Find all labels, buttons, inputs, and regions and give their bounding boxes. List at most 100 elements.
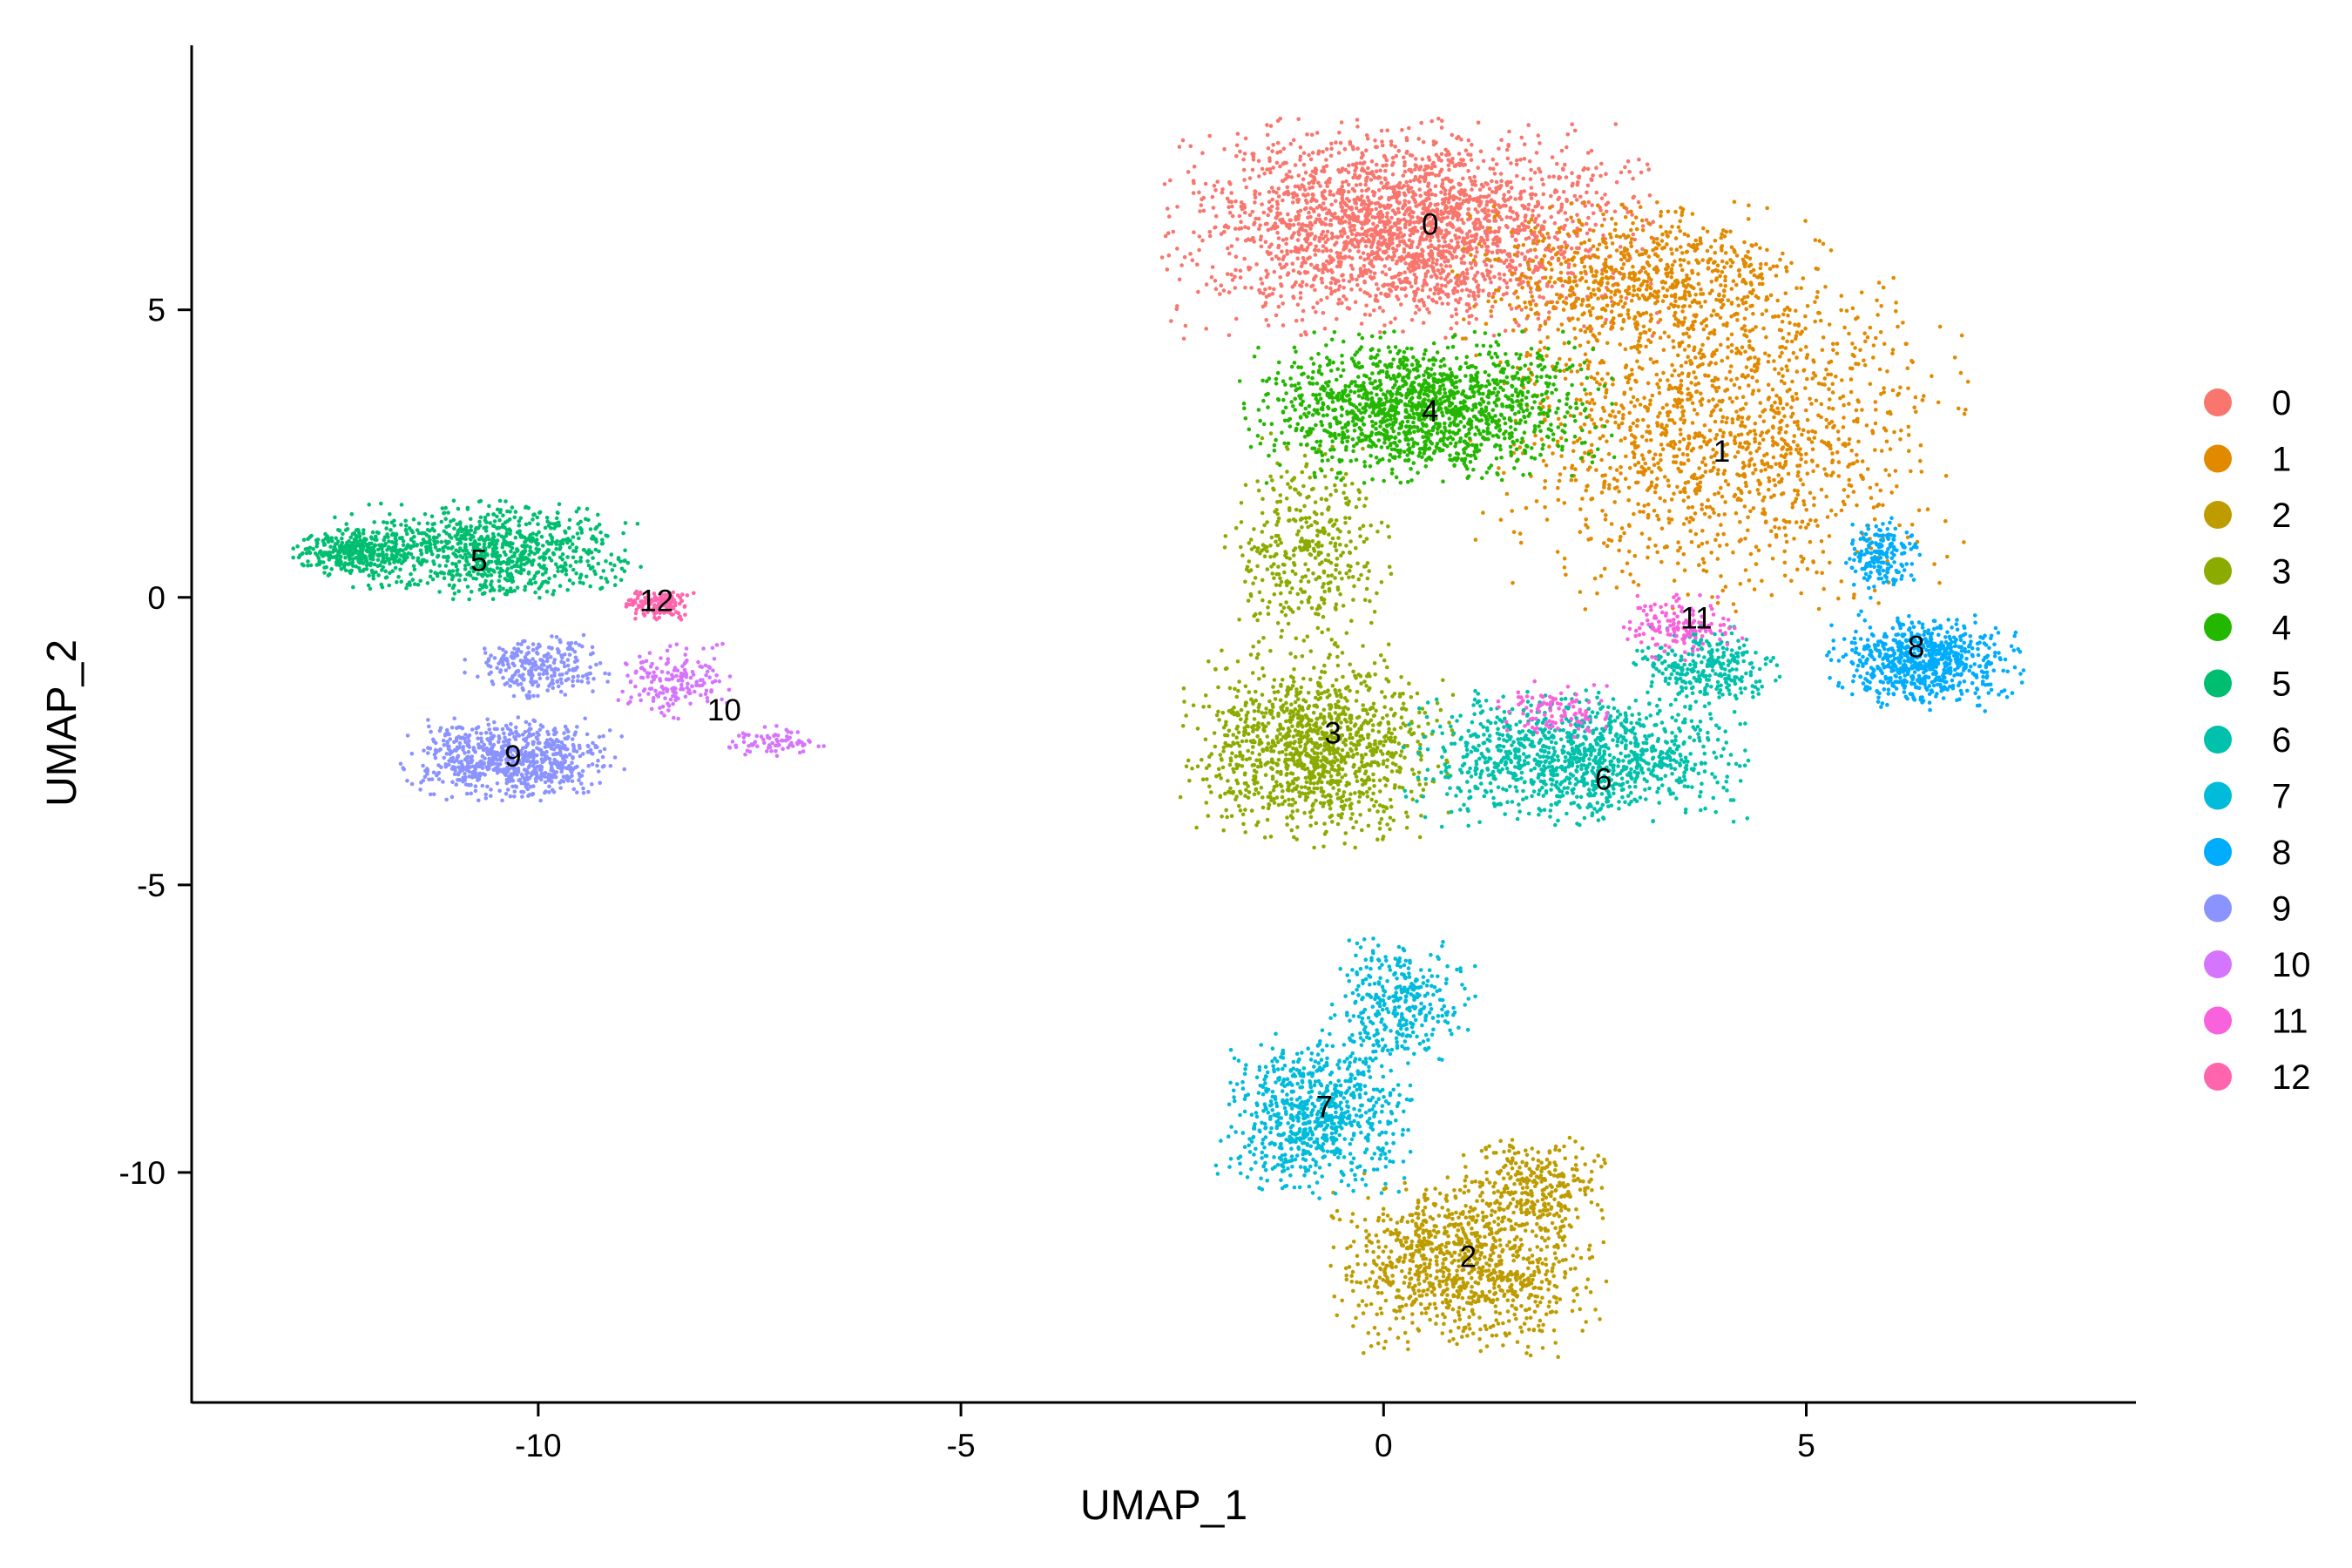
point-cluster-1 <box>1592 402 1597 406</box>
point-cluster-1 <box>1645 260 1650 265</box>
point-cluster-0 <box>1247 176 1253 180</box>
point-cluster-1 <box>1780 447 1784 451</box>
point-cluster-0 <box>1249 286 1254 290</box>
point-cluster-1 <box>1885 410 1890 416</box>
point-cluster-0 <box>1321 194 1326 199</box>
point-cluster-1 <box>1793 322 1797 328</box>
point-cluster-0 <box>1222 146 1227 152</box>
point-cluster-1 <box>1605 280 1610 286</box>
point-cluster-0 <box>1338 140 1343 145</box>
point-cluster-2 <box>1496 1216 1501 1220</box>
point-cluster-1 <box>1633 480 1639 485</box>
point-cluster-0 <box>1169 319 1173 323</box>
point-cluster-0 <box>1256 159 1261 164</box>
point-cluster-0 <box>1465 235 1470 240</box>
point-cluster-1 <box>1782 414 1787 419</box>
point-cluster-0 <box>1533 193 1538 197</box>
point-cluster-1 <box>1680 340 1685 345</box>
point-cluster-1 <box>1790 505 1795 510</box>
point-cluster-0 <box>1425 307 1429 312</box>
point-cluster-1 <box>1583 352 1588 357</box>
point-cluster-0 <box>1276 256 1281 261</box>
point-cluster-2 <box>1355 1280 1359 1285</box>
point-cluster-1 <box>1757 480 1762 485</box>
point-cluster-0 <box>1276 194 1281 199</box>
point-cluster-1 <box>1668 230 1673 234</box>
point-cluster-0 <box>1308 157 1314 162</box>
point-cluster-0 <box>1398 280 1403 285</box>
point-cluster-2 <box>1496 1321 1501 1326</box>
point-cluster-0 <box>1439 184 1444 188</box>
point-cluster-1 <box>1742 240 1747 245</box>
point-cluster-1 <box>1854 316 1858 321</box>
point-cluster-1 <box>1562 501 1567 505</box>
point-cluster-0 <box>1564 175 1569 179</box>
point-cluster-0 <box>1300 280 1305 285</box>
point-cluster-0 <box>1378 168 1382 173</box>
point-cluster-0 <box>1362 220 1366 226</box>
point-cluster-1 <box>1600 473 1605 478</box>
point-cluster-0 <box>1402 159 1407 165</box>
point-cluster-1 <box>1626 485 1632 490</box>
point-cluster-0 <box>1227 205 1231 210</box>
point-cluster-1 <box>1642 330 1646 335</box>
point-cluster-1 <box>1716 385 1721 390</box>
point-cluster-1 <box>1630 368 1634 372</box>
point-cluster-0 <box>1504 147 1510 152</box>
point-cluster-1 <box>1673 209 1678 214</box>
point-cluster-0 <box>1585 190 1589 195</box>
point-cluster-1 <box>1848 377 1854 382</box>
point-cluster-2 <box>1433 1306 1438 1310</box>
point-cluster-0 <box>1275 118 1281 123</box>
point-cluster-1 <box>1798 477 1803 482</box>
point-cluster-1 <box>1757 441 1762 446</box>
point-cluster-2 <box>1377 1275 1382 1280</box>
point-cluster-0 <box>1343 167 1348 172</box>
point-cluster-1 <box>1532 442 1537 446</box>
point-cluster-1 <box>1580 297 1585 302</box>
point-cluster-2 <box>1518 1325 1523 1330</box>
point-cluster-0 <box>1443 284 1448 288</box>
point-cluster-1 <box>1682 486 1687 490</box>
point-cluster-1 <box>1820 571 1824 576</box>
point-cluster-0 <box>1532 220 1538 224</box>
point-cluster-1 <box>1702 456 1707 461</box>
point-cluster-0 <box>1485 237 1490 242</box>
point-cluster-1 <box>1758 433 1763 438</box>
point-cluster-0 <box>1526 202 1531 207</box>
point-cluster-0 <box>1408 233 1413 238</box>
point-cluster-0 <box>1209 274 1214 280</box>
point-cluster-0 <box>1263 221 1268 226</box>
point-cluster-0 <box>1263 240 1268 245</box>
point-cluster-2 <box>1403 1240 1409 1244</box>
point-cluster-0 <box>1329 146 1334 151</box>
point-cluster-1 <box>1776 473 1781 477</box>
point-cluster-0 <box>1459 260 1464 265</box>
point-cluster-0 <box>1250 209 1255 214</box>
point-cluster-0 <box>1640 224 1646 228</box>
point-cluster-1 <box>1801 428 1806 433</box>
point-cluster-0 <box>1470 314 1474 318</box>
point-cluster-1 <box>1524 328 1528 332</box>
point-cluster-1 <box>1531 240 1536 246</box>
point-cluster-0 <box>1423 198 1429 203</box>
point-cluster-1 <box>1700 352 1706 357</box>
point-cluster-1 <box>1721 531 1726 537</box>
point-cluster-2 <box>1599 1186 1605 1190</box>
point-cluster-1 <box>1723 500 1727 504</box>
point-cluster-0 <box>1244 185 1248 190</box>
point-cluster-1 <box>1812 496 1816 501</box>
point-cluster-1 <box>1468 213 1472 219</box>
point-cluster-0 <box>1269 204 1274 209</box>
point-cluster-1 <box>1812 503 1816 508</box>
point-cluster-1 <box>1789 578 1794 584</box>
point-cluster-1 <box>1850 366 1855 371</box>
point-cluster-0 <box>1434 300 1439 305</box>
point-cluster-0 <box>1342 286 1346 290</box>
point-cluster-1 <box>1542 236 1547 240</box>
point-cluster-0 <box>1279 284 1284 288</box>
point-cluster-1 <box>1742 473 1747 477</box>
point-cluster-0 <box>1396 206 1401 212</box>
point-cluster-0 <box>1517 323 1521 328</box>
point-cluster-1 <box>1713 260 1717 264</box>
